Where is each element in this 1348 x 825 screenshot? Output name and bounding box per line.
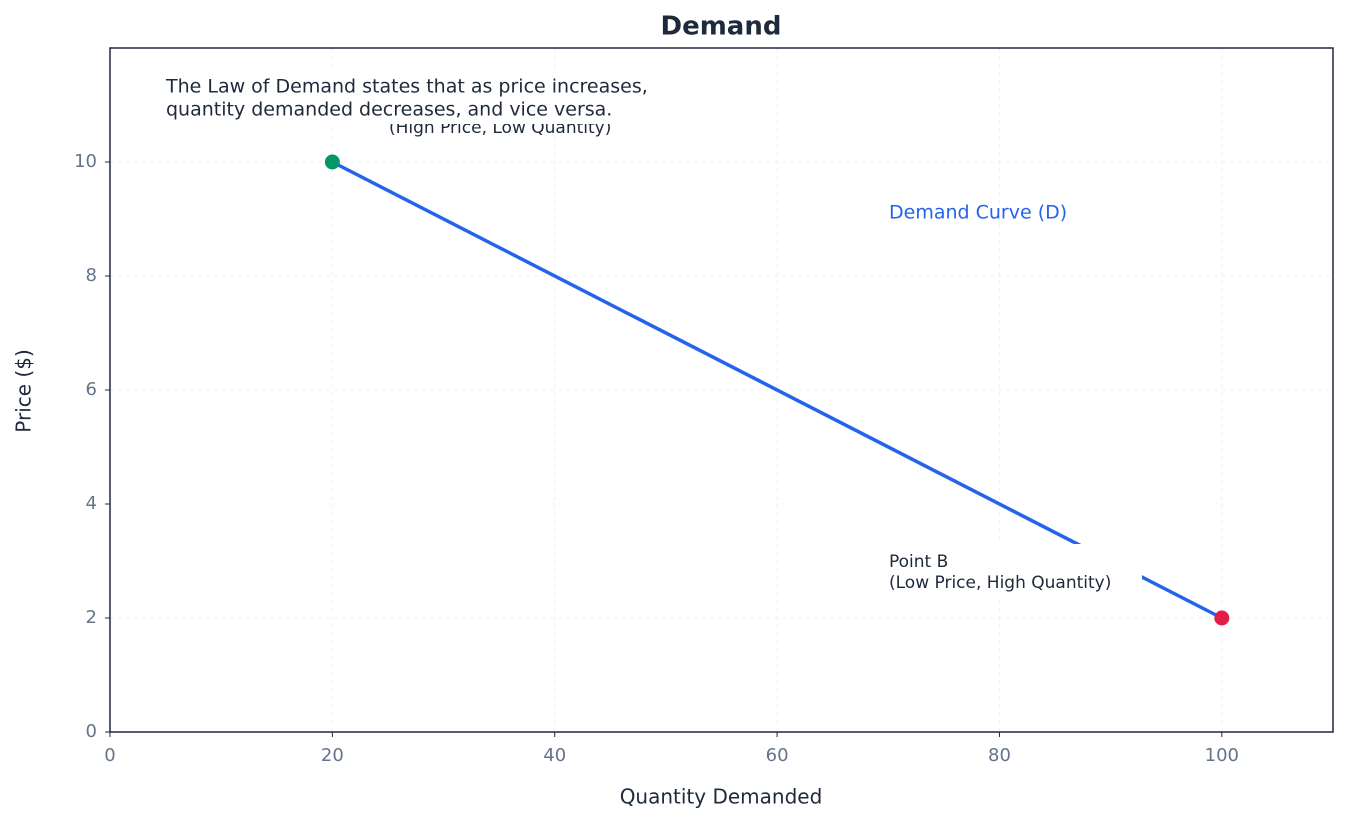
x-tick-label: 40 <box>543 745 566 766</box>
y-axis-label: Price ($) <box>12 349 36 432</box>
curve-label: Demand Curve (D) <box>889 202 1067 224</box>
info-text: quantity demanded decreases, and vice ve… <box>166 99 612 121</box>
info-text: The Law of Demand states that as price i… <box>165 76 648 98</box>
x-tick-label: 100 <box>1205 745 1239 766</box>
point <box>324 154 340 170</box>
x-tick-label: 80 <box>988 745 1011 766</box>
annotation-box <box>880 544 1142 598</box>
point <box>1214 610 1230 626</box>
y-tick-label: 2 <box>86 607 97 628</box>
annotation: Point B <box>889 552 948 572</box>
demand-line <box>331 160 1223 620</box>
x-tick-label: 0 <box>104 745 115 766</box>
y-tick-label: 8 <box>86 265 97 286</box>
y-tick-label: 6 <box>86 379 97 400</box>
y-tick-label: 10 <box>74 151 97 172</box>
y-tick-label: 0 <box>86 721 97 742</box>
info-box <box>152 68 712 124</box>
x-tick-label: 20 <box>321 745 344 766</box>
y-tick-label: 4 <box>86 493 97 514</box>
annotation: (Low Price, High Quantity) <box>889 573 1111 593</box>
x-axis-label: Quantity Demanded <box>620 785 823 809</box>
plot-frame <box>109 47 1334 733</box>
chart-title: Demand <box>661 12 782 42</box>
x-tick-label: 60 <box>766 745 789 766</box>
